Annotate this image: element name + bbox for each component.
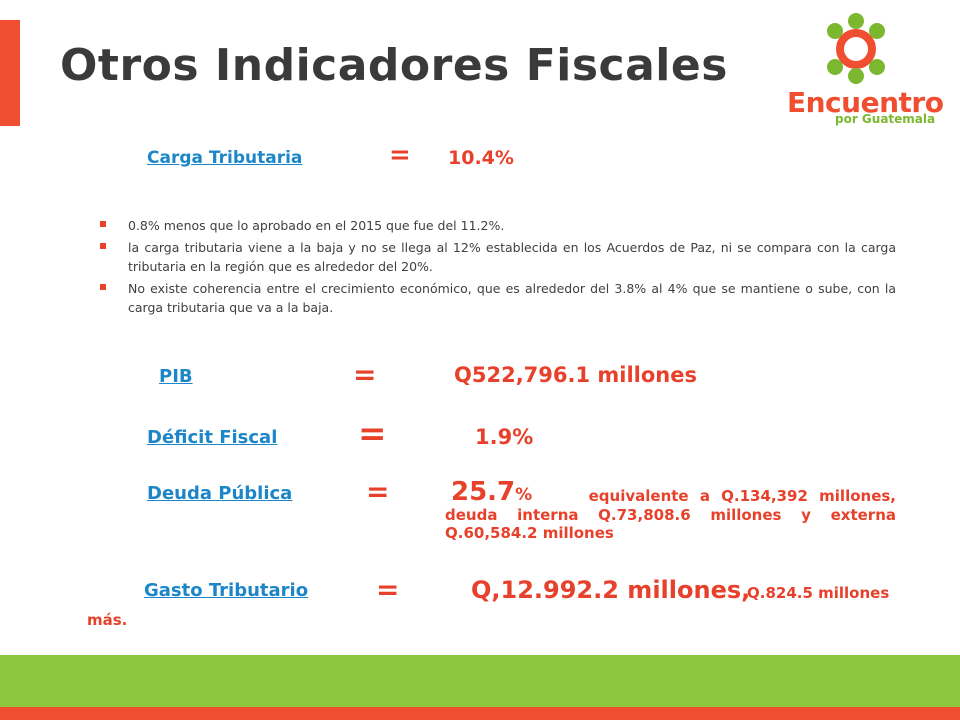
deuda-value-number: 25.7 xyxy=(451,477,516,507)
bullet-list: 0.8% menos que lo aprobado en el 2015 qu… xyxy=(100,216,896,320)
logo: Encuentro por Guatemala xyxy=(787,10,952,135)
gasto-tributario-link[interactable]: Gasto Tributario xyxy=(144,580,309,601)
bullet-text: No existe coherencia entre el crecimient… xyxy=(128,281,896,315)
accent-bar xyxy=(0,20,20,126)
logo-mark-icon xyxy=(827,13,885,84)
pib-equals: = xyxy=(353,358,377,391)
pib-value: Q522,796.1 millones xyxy=(454,363,697,387)
logo-tagline: por Guatemala xyxy=(835,112,936,126)
list-item: No existe coherencia entre el crecimient… xyxy=(100,279,896,317)
deuda-value-percent: % xyxy=(515,485,533,505)
carga-equals: = xyxy=(389,140,411,170)
gasto-equals: = xyxy=(376,573,400,606)
slide-title: Otros Indicadores Fiscales xyxy=(60,40,728,91)
list-item: la carga tributaria viene a la baja y no… xyxy=(100,238,896,276)
square-bullet-icon xyxy=(100,284,106,290)
footer-green-band xyxy=(0,655,960,707)
list-item: 0.8% menos que lo aprobado en el 2015 qu… xyxy=(100,216,896,235)
gasto-extra: Q.824.5 millones xyxy=(747,584,890,602)
bullet-text: la carga tributaria viene a la baja y no… xyxy=(128,240,896,274)
deuda-publica-link[interactable]: Deuda Pública xyxy=(147,483,293,504)
gasto-value: Q,12.992.2 millones, xyxy=(471,576,751,604)
square-bullet-icon xyxy=(100,243,106,249)
deuda-equals: = xyxy=(366,475,390,508)
pib-link[interactable]: PIB xyxy=(159,366,193,387)
deficit-fiscal-link[interactable]: Déficit Fiscal xyxy=(147,427,278,448)
gasto-tail: más. xyxy=(87,611,128,629)
deficit-equals: = xyxy=(358,414,387,454)
footer-orange-band xyxy=(0,707,960,720)
square-bullet-icon xyxy=(100,221,106,227)
deuda-detail: deuda interna Q.73,808.6 millones y exte… xyxy=(445,506,896,542)
deuda-detail-line1: equivalente a Q.134,392 millones, xyxy=(588,487,896,505)
carga-tributaria-link[interactable]: Carga Tributaria xyxy=(147,148,303,168)
deuda-value: 25.7% xyxy=(451,477,532,507)
carga-value: 10.4% xyxy=(448,147,514,169)
bullet-text: 0.8% menos que lo aprobado en el 2015 qu… xyxy=(128,218,505,233)
logo-wordmark: Encuentro xyxy=(787,86,944,119)
deficit-value: 1.9% xyxy=(475,425,534,449)
